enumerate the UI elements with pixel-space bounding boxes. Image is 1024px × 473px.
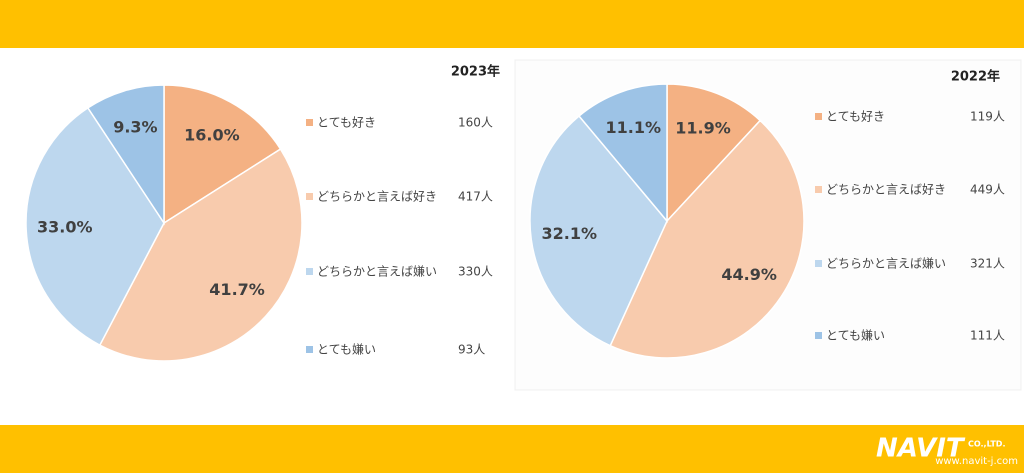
legend-swatch xyxy=(815,260,822,267)
legend-swatch xyxy=(815,186,822,193)
legend-swatch xyxy=(815,113,822,120)
legend-label: どちらかと言えば好き xyxy=(826,183,946,197)
legend-swatch xyxy=(306,193,313,200)
legend-label: とても嫌い xyxy=(826,329,885,343)
legend-label: とても好き xyxy=(826,110,885,124)
top-band xyxy=(0,0,1024,48)
pie-slice xyxy=(163,84,282,225)
value-label: 16.0% xyxy=(184,125,240,144)
count-label: 321人 xyxy=(970,257,1005,271)
legend-swatch xyxy=(306,268,313,275)
chart-title: 2022年 xyxy=(951,69,1000,85)
pie-slice xyxy=(577,83,668,224)
count-label: 160人 xyxy=(458,116,493,130)
count-label: 417人 xyxy=(458,190,493,204)
chart-title: 2023年 xyxy=(451,64,500,80)
logo: NAVIT xyxy=(876,434,966,464)
pie-slice xyxy=(529,114,668,347)
company: CO.,LTD. xyxy=(968,440,1005,449)
value-label: 41.7% xyxy=(209,280,265,299)
legend-swatch xyxy=(306,119,313,126)
legend-swatch xyxy=(306,346,313,353)
count-label: 111人 xyxy=(970,329,1005,343)
pie-slice xyxy=(86,84,165,226)
bottom-band xyxy=(0,425,1024,473)
value-label: 32.1% xyxy=(542,224,598,243)
value-label: 11.9% xyxy=(675,119,731,138)
pie-slice xyxy=(666,83,762,223)
legend-label: とても嫌い xyxy=(317,343,376,357)
count-label: 93人 xyxy=(458,343,485,357)
legend-label: とても好き xyxy=(317,116,376,130)
pie-slice xyxy=(98,148,303,362)
value-label: 9.3% xyxy=(113,117,157,136)
count-label: 330人 xyxy=(458,265,493,279)
value-label: 44.9% xyxy=(721,265,777,284)
count-label: 119人 xyxy=(970,110,1005,124)
legend-swatch xyxy=(815,332,822,339)
value-label: 11.1% xyxy=(606,118,662,137)
value-label: 33.0% xyxy=(37,217,93,236)
legend-label: どちらかと言えば嫌い xyxy=(317,265,437,279)
pie-slice xyxy=(25,106,165,347)
legend-label: どちらかと言えば嫌い xyxy=(826,257,946,271)
count-label: 449人 xyxy=(970,183,1005,197)
pie-slice xyxy=(609,119,805,359)
legend-label: どちらかと言えば好き xyxy=(317,190,437,204)
url: www.navit-j.com xyxy=(935,456,1018,467)
